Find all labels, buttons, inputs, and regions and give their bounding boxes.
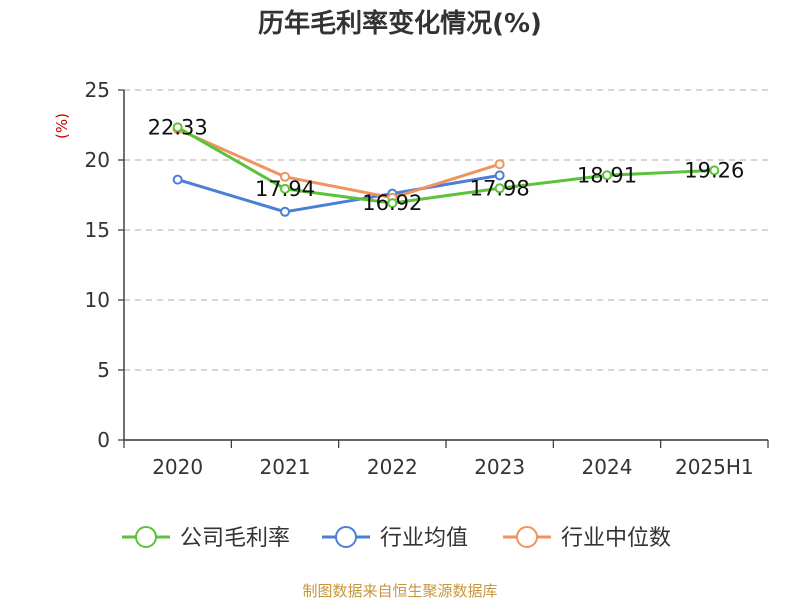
series-line-1 (177, 173, 500, 214)
axes: 0 5 10 15 20 25 2020 2021 2022 2023 2024 2025H1 (85, 78, 769, 479)
series-line-2 (177, 127, 501, 200)
legend-marker (135, 526, 157, 548)
series-point-0[interactable] (387, 198, 398, 209)
series-point-0[interactable] (280, 183, 290, 194)
series-point-0[interactable] (602, 170, 612, 181)
y-tick-label: 20 (85, 148, 110, 172)
series-point-0[interactable] (172, 122, 183, 133)
x-tick-label-2022: 2022 (367, 455, 418, 479)
series-group: 22.33 17.94 16.92 17.98 18.91 19.26 (148, 115, 744, 217)
data-label: 19.26 (684, 158, 744, 182)
legend[interactable]: 公司毛利率 行业均值 行业中位数 (122, 526, 671, 551)
y-tick-label: 10 (85, 288, 110, 312)
x-tick-label-2025H1: 2025H1 (675, 455, 754, 479)
series-point-1[interactable] (494, 170, 505, 181)
legend-item-1[interactable]: 行业均值 (322, 526, 468, 551)
y-unit-label: (%) (53, 113, 71, 139)
legend-marker (516, 526, 538, 548)
legend-marker (335, 526, 357, 548)
x-tick-label-2021: 2021 (260, 455, 311, 479)
legend-item-0[interactable]: 公司毛利率 (122, 526, 290, 551)
grid-lines (124, 89, 768, 371)
legend-label: 行业中位数 (561, 526, 671, 551)
y-tick-label: 5 (97, 358, 110, 382)
legend-label: 行业均值 (380, 526, 468, 551)
series-0 (172, 122, 720, 209)
y-tick-label: 0 (97, 428, 110, 452)
chart-title: 历年毛利率变化情况(%) (258, 8, 542, 39)
data-label: 17.94 (255, 177, 315, 201)
series-point-2[interactable] (280, 171, 290, 182)
data-label: 17.98 (470, 176, 530, 200)
series-point-2[interactable] (494, 159, 505, 170)
legend-item-2[interactable]: 行业中位数 (503, 526, 671, 551)
series-point-1[interactable] (172, 174, 183, 185)
y-tick-label: 25 (85, 78, 110, 102)
data-label: 16.92 (362, 191, 422, 215)
data-label: 22.33 (148, 115, 208, 139)
x-tick-label-2023: 2023 (474, 455, 525, 479)
source-note: 制图数据来自恒生聚源数据库 (302, 582, 497, 600)
series-line-0 (176, 126, 715, 205)
legend-label: 公司毛利率 (180, 526, 290, 551)
data-label: 18.91 (577, 163, 637, 187)
x-tick-label-2024: 2024 (582, 455, 633, 479)
x-tick-label-2020: 2020 (152, 455, 203, 479)
series-point-0[interactable] (494, 183, 505, 194)
series-point-1[interactable] (280, 206, 290, 217)
y-tick-label: 15 (85, 218, 110, 242)
series-point-0[interactable] (709, 165, 720, 176)
series-2 (172, 124, 505, 203)
